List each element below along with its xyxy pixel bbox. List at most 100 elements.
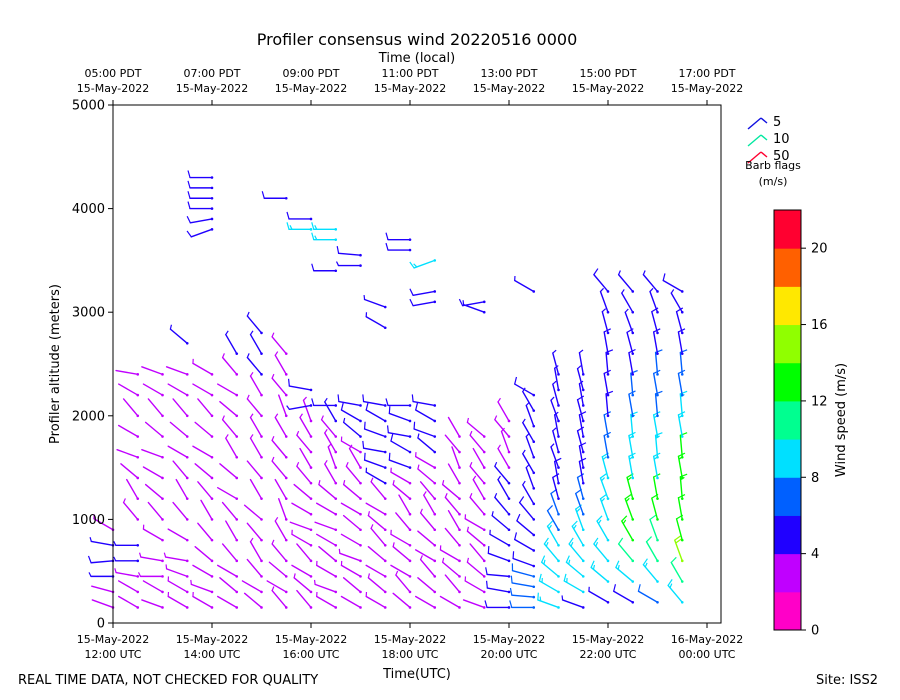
wind-barb — [172, 398, 189, 418]
barb-shaft — [216, 595, 238, 609]
barb-shaft — [318, 545, 337, 562]
barb-feather — [392, 480, 395, 485]
barb-base — [284, 538, 288, 542]
barb-base — [359, 419, 362, 423]
wind-barb — [563, 573, 585, 594]
barb-shaft — [365, 502, 386, 515]
barb-feather — [541, 555, 546, 563]
barb-feather — [417, 433, 420, 439]
barb-shaft — [365, 595, 386, 609]
barb-base — [408, 419, 412, 423]
barb-shaft — [302, 399, 312, 422]
wind-barb — [388, 406, 412, 423]
barb-shaft — [652, 476, 659, 500]
barb-base — [210, 559, 214, 563]
barb-shaft — [315, 502, 337, 515]
barb-base — [507, 606, 511, 609]
barb-base — [408, 544, 412, 547]
barb-base — [334, 269, 338, 273]
wind-barb — [444, 434, 461, 454]
barb-base — [656, 559, 659, 563]
x-tick-label: 15-May-2022 — [374, 633, 446, 646]
barb-base — [606, 518, 610, 521]
barb-shaft — [679, 434, 683, 458]
barb-shaft — [576, 367, 584, 391]
wind-barb — [293, 483, 313, 500]
wind-barb — [497, 397, 511, 423]
barb-shaft — [293, 577, 312, 593]
y-axis-ticks: 0 1000 2000 3000 4000 5000 — [72, 99, 113, 632]
legend-barb-shaft — [747, 151, 762, 164]
barb-feather — [225, 434, 229, 439]
barb-base — [284, 414, 288, 418]
barb-base — [507, 590, 511, 594]
barb-base — [482, 590, 486, 594]
barb-feather — [249, 330, 254, 335]
wind-barb — [225, 330, 239, 355]
wind-barb — [194, 421, 214, 438]
barb-base — [532, 424, 536, 428]
barb-feather — [601, 308, 607, 313]
barb-feather — [249, 537, 254, 543]
barb-base — [309, 528, 313, 532]
barb-base — [532, 440, 536, 444]
barb-shaft — [624, 498, 634, 521]
barb-feather — [563, 573, 567, 582]
barb-base — [606, 414, 610, 418]
barb-base — [136, 435, 140, 438]
barb-feather — [649, 514, 657, 520]
barb-shaft — [596, 520, 609, 541]
barb-base — [136, 518, 140, 521]
barb-base — [408, 466, 412, 469]
barb-base — [680, 290, 684, 293]
wind-barb — [395, 512, 412, 532]
barb-base — [581, 450, 585, 454]
barb-base — [309, 419, 313, 423]
barb-base — [433, 481, 437, 485]
barb-base — [260, 590, 263, 594]
barb-base — [383, 559, 387, 563]
barb-shaft — [414, 549, 436, 562]
barb-base — [631, 393, 635, 397]
barb-base — [260, 435, 263, 438]
barb-feather — [577, 473, 585, 478]
barb-shaft — [192, 383, 213, 396]
barb-shaft — [417, 530, 436, 546]
wind-barb — [621, 289, 635, 314]
barb-shaft — [603, 372, 609, 396]
wind-barb — [314, 521, 338, 532]
barb-shaft — [513, 279, 535, 293]
barb-shaft — [500, 430, 510, 453]
wind-barb — [469, 461, 486, 485]
barb-feather — [314, 235, 318, 240]
wind-barb — [395, 570, 412, 594]
wind-barb — [342, 577, 362, 594]
barb-base — [680, 497, 684, 500]
barb-legend: 5 10 50 Barb flags (m/s) — [745, 115, 801, 188]
wind-barb — [677, 369, 686, 397]
top-tick-label: 13:00 PDT — [480, 67, 537, 80]
barb-shaft — [117, 424, 139, 438]
barb-shaft — [670, 561, 683, 583]
barb-base — [359, 253, 362, 257]
barb-base — [210, 186, 214, 190]
barb-shaft — [590, 566, 609, 583]
wind-barb — [497, 444, 511, 469]
top-axis-label: Time (local) — [378, 51, 455, 66]
barb-base — [334, 481, 338, 485]
barb-feather — [514, 532, 518, 540]
barb-shaft — [552, 430, 560, 453]
barb-shaft — [271, 336, 287, 355]
barb-base — [507, 466, 511, 469]
barb-base — [235, 538, 239, 542]
barb-feather — [550, 396, 555, 401]
wind-barb — [249, 537, 263, 563]
barb-shaft — [568, 543, 584, 562]
barb-feather — [600, 287, 604, 292]
wind-barb — [525, 463, 536, 490]
barb-feather — [576, 508, 581, 513]
barb-shaft — [278, 394, 287, 417]
barb-feather — [415, 402, 419, 411]
barb-feather — [286, 211, 290, 220]
barb-shaft — [578, 414, 584, 438]
